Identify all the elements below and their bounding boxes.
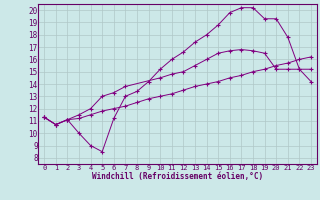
X-axis label: Windchill (Refroidissement éolien,°C): Windchill (Refroidissement éolien,°C): [92, 172, 263, 181]
